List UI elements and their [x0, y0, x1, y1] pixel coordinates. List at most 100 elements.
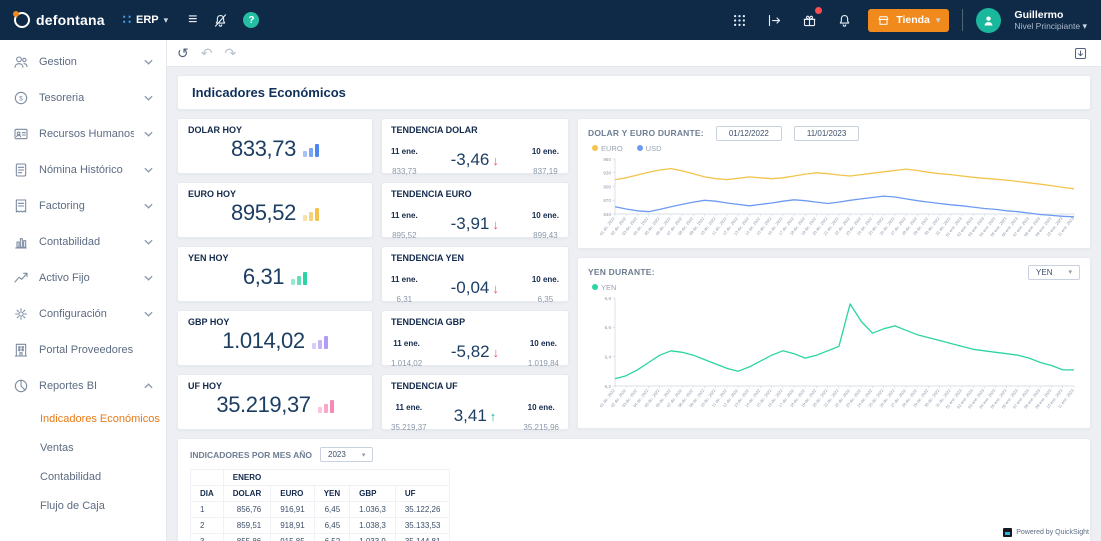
chevron-down-icon [144, 167, 153, 173]
redo-icon[interactable]: ↷ [224, 45, 237, 61]
avatar[interactable] [976, 7, 1002, 33]
currency-select[interactable]: YEN ▾ [1028, 264, 1080, 280]
table-row: 1 856,76 916,91 6,45 1.036,3 35.122,26 [190, 501, 451, 518]
monthly-indicators-card: INDICADORES POR MES AÑO 2023 ▾ ENERO [177, 438, 1091, 541]
apps-grid-icon[interactable] [728, 9, 750, 31]
defontana-logo-icon [13, 11, 30, 28]
sidebar-subitem-indicadores-economicos[interactable]: Indicadores Económicos [40, 412, 160, 425]
kpi-label: EURO HOY [188, 189, 237, 199]
person-icon [984, 15, 993, 25]
id-card-icon [13, 126, 29, 142]
svg-text:960: 960 [603, 157, 611, 162]
legend-dot-euro [592, 145, 598, 151]
gift-icon[interactable] [798, 7, 823, 31]
store-icon [878, 15, 889, 25]
mini-bars-icon [291, 272, 308, 290]
menu-icon[interactable]: ≡ [188, 11, 198, 28]
kpi-card-gbp: GBP HOY 1.014,02 [177, 310, 373, 366]
arrow-down-icon: ↓ [492, 216, 499, 232]
svg-text:6,6: 6,6 [605, 325, 612, 330]
user-menu[interactable]: Guillermo Nivel Principiante ▾ [1014, 9, 1087, 32]
exit-icon[interactable] [763, 9, 785, 31]
date-to-input[interactable]: 11/01/2023 [793, 125, 860, 141]
sidebar-item-gestion[interactable]: Gestion [0, 44, 166, 80]
bar-chart-icon [13, 234, 29, 250]
legend-dot-yen [592, 284, 598, 290]
svg-text:6,8: 6,8 [605, 296, 612, 301]
user-name: Guillermo [1014, 8, 1064, 21]
dashboard-grid: DOLAR HOY 833,73 EURO HOY 895,52 YEN HOY… [177, 118, 1091, 432]
sidebar-item-label: Recursos Humanos [39, 128, 134, 140]
reset-icon[interactable]: ↺ [177, 45, 189, 61]
sidebar-subitem-ventas[interactable]: Ventas [40, 441, 74, 454]
kpi-label: YEN HOY [188, 253, 229, 263]
sidebar-item-label: Contabilidad [39, 236, 101, 248]
help-icon[interactable]: ? [243, 12, 260, 28]
chevron-down-icon: ▾ [163, 14, 169, 25]
powered-by-quicksight: Powered by QuickSight [1003, 528, 1089, 537]
trend-label: TENDENCIA YEN [391, 253, 465, 263]
bell-icon[interactable] [833, 9, 855, 31]
svg-text:$: $ [19, 95, 23, 102]
sidebar-item-contabilidad[interactable]: Contabilidad [0, 224, 166, 260]
trend-card-gbp: TENDENCIA GBP 11 ene. 1.014,02 -5,82 ↓ 10 … [381, 310, 569, 368]
sidebar-item-label: Nómina Histórico [39, 164, 123, 176]
export-icon[interactable] [1069, 42, 1091, 64]
sidebar-item-portal-proveedores[interactable]: Portal Proveedores [0, 332, 166, 368]
undo-icon[interactable]: ↶ [200, 45, 213, 61]
svg-text:870: 870 [603, 198, 611, 203]
notification-badge [815, 7, 823, 14]
store-button[interactable]: Tienda ▾ [868, 8, 950, 32]
charts-column: DOLAR Y EURO DURANTE: 01/12/2022 11/01/2… [577, 118, 1091, 430]
dolar-euro-chart-card: DOLAR Y EURO DURANTE: 01/12/2022 11/01/2… [577, 118, 1091, 249]
sidebar-subitem-contabilidad[interactable]: Contabilidad [40, 470, 102, 483]
building-icon [13, 342, 29, 358]
dollar-circle-icon: $ [13, 90, 29, 106]
sidebar-item-reportes-bi[interactable]: Reportes BI [0, 368, 166, 404]
document-icon [13, 162, 29, 178]
sidebar-item-activo-fijo[interactable]: Activo Fijo [0, 260, 166, 296]
year-select[interactable]: 2023 ▾ [320, 447, 374, 462]
currency-select-value: YEN [1036, 267, 1053, 277]
sidebar-item-factoring[interactable]: Factoring [0, 188, 166, 224]
sidebar-item-configuracion[interactable]: Configuración [0, 296, 166, 332]
chevron-down-icon [144, 95, 153, 101]
defontana-logo[interactable]: defontana [13, 11, 105, 28]
date-from-input[interactable]: 01/12/2022 [715, 125, 782, 141]
kpi-value: 35.219,37 [216, 392, 311, 417]
chevron-down-icon: ▾ [935, 14, 941, 25]
topbar: defontana ∷ ERP ▾ ≡ ? [0, 0, 1101, 40]
svg-text:6,4: 6,4 [605, 354, 612, 359]
store-button-label: Tienda [896, 14, 930, 26]
brand-name: defontana [36, 12, 105, 28]
dashboard-content: Indicadores Económicos DOLAR HOY 833,73 … [167, 67, 1101, 541]
kpi-label: UF HOY [188, 381, 223, 391]
app-grid-icon: ∷ [122, 12, 131, 27]
trend-label: TENDENCIA GBP [391, 317, 466, 327]
chevron-down-icon: ▾ [361, 451, 366, 459]
sidebar-item-nomina-historico[interactable]: Nómina Histórico [0, 152, 166, 188]
trend-card-euro: TENDENCIA EURO 11 ene. 895,52 -3,91 ↓ 10 e… [381, 182, 569, 240]
invoice-icon [13, 198, 29, 214]
sidebar-item-tesoreria[interactable]: $ Tesoreria [0, 80, 166, 116]
chevron-down-icon [144, 275, 153, 281]
chart-title: DOLAR Y EURO DURANTE: [588, 128, 704, 138]
notifications-muted-icon[interactable] [209, 9, 231, 31]
app-label: ERP [135, 14, 159, 26]
chart-legend: EURO USD [592, 143, 1080, 153]
kpi-column: DOLAR HOY 833,73 EURO HOY 895,52 YEN HOY… [177, 118, 373, 430]
sidebar-subitem-flujo-de-caja[interactable]: Flujo de Caja [40, 499, 105, 512]
kpi-card-dolar: DOLAR HOY 833,73 [177, 118, 373, 174]
user-level: Nivel Principiante ▾ [1014, 20, 1087, 31]
trend-column: TENDENCIA DOLAR 11 ene. 833,73 -3,46 ↓ 10 … [381, 118, 569, 432]
trend-card-dolar: TENDENCIA DOLAR 11 ene. 833,73 -3,46 ↓ 10 … [381, 118, 569, 176]
trend-card-uf: TENDENCIA UF 11 ene. 35.219,37 3,41 ↑ 10 e… [381, 374, 569, 432]
chevron-down-icon [144, 131, 153, 137]
trend-card-yen: TENDENCIA YEN 11 ene. 6,31 -0,04 ↓ 10 ene.… [381, 246, 569, 304]
app-switcher[interactable]: ∷ ERP ▾ [123, 12, 168, 28]
sidebar-item-recursos-humanos[interactable]: Recursos Humanos [0, 116, 166, 152]
trend-change: -5,82 ↓ [450, 342, 500, 361]
mini-bars-icon [302, 144, 319, 162]
